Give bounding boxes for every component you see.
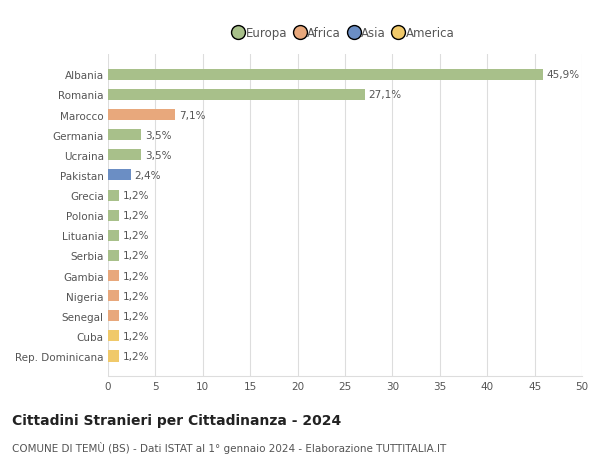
Text: 3,5%: 3,5%: [145, 130, 172, 140]
Text: 1,2%: 1,2%: [123, 190, 149, 201]
Bar: [108, 110, 175, 121]
Bar: [108, 230, 119, 241]
Text: 27,1%: 27,1%: [368, 90, 402, 100]
Bar: [108, 190, 119, 201]
Text: 1,2%: 1,2%: [123, 251, 149, 261]
Text: 1,2%: 1,2%: [123, 271, 149, 281]
Text: 3,5%: 3,5%: [145, 151, 172, 161]
Bar: [108, 351, 119, 362]
Text: 1,2%: 1,2%: [123, 331, 149, 341]
Text: COMUNE DI TEMÙ (BS) - Dati ISTAT al 1° gennaio 2024 - Elaborazione TUTTITALIA.IT: COMUNE DI TEMÙ (BS) - Dati ISTAT al 1° g…: [12, 441, 446, 453]
Bar: [108, 130, 141, 141]
Text: 1,2%: 1,2%: [123, 211, 149, 221]
Bar: [108, 291, 119, 302]
Bar: [108, 330, 119, 341]
Bar: [108, 170, 131, 181]
Bar: [108, 210, 119, 221]
Bar: [108, 150, 141, 161]
Text: Cittadini Stranieri per Cittadinanza - 2024: Cittadini Stranieri per Cittadinanza - 2…: [12, 413, 341, 427]
Text: 1,2%: 1,2%: [123, 231, 149, 241]
Bar: [108, 250, 119, 262]
Bar: [108, 270, 119, 281]
Text: 45,9%: 45,9%: [547, 70, 580, 80]
Bar: [108, 90, 365, 101]
Text: 1,2%: 1,2%: [123, 291, 149, 301]
Text: 1,2%: 1,2%: [123, 351, 149, 361]
Legend: Europa, Africa, Asia, America: Europa, Africa, Asia, America: [230, 22, 460, 45]
Text: 7,1%: 7,1%: [179, 110, 206, 120]
Text: 2,4%: 2,4%: [134, 171, 161, 180]
Bar: [108, 311, 119, 322]
Bar: [108, 70, 543, 81]
Text: 1,2%: 1,2%: [123, 311, 149, 321]
